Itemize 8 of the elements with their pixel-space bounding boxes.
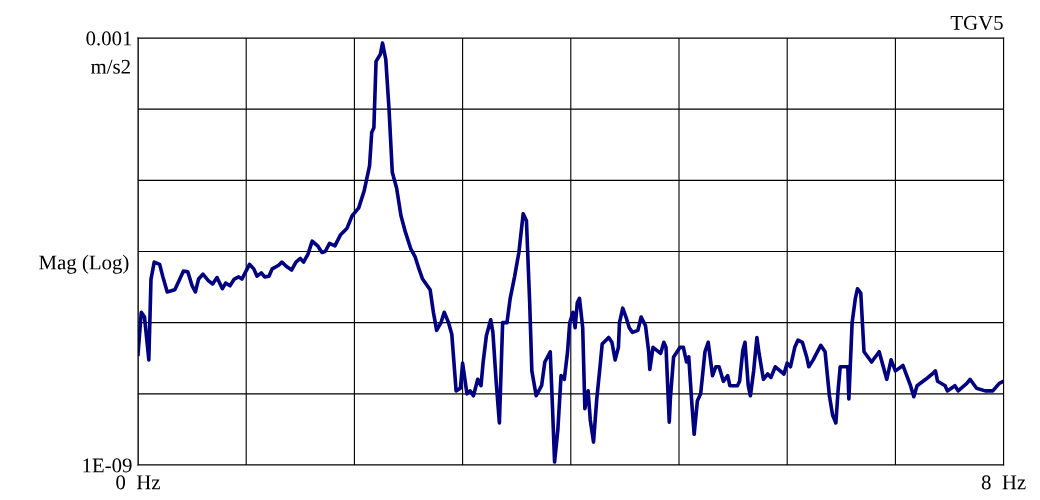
y-tick-label: 1E-09 (83, 458, 132, 473)
text: m/s2 (90, 59, 130, 74)
x-tick-label: 8 Hz (981, 475, 1026, 490)
x-tick-label: 0 Hz (116, 475, 160, 490)
y-axis-title: Mag (Log) (39, 254, 129, 274)
y-tick-label: 0.001 (86, 31, 132, 46)
line-series (138, 41, 1004, 464)
chart-title: TGV5 (950, 15, 1003, 30)
